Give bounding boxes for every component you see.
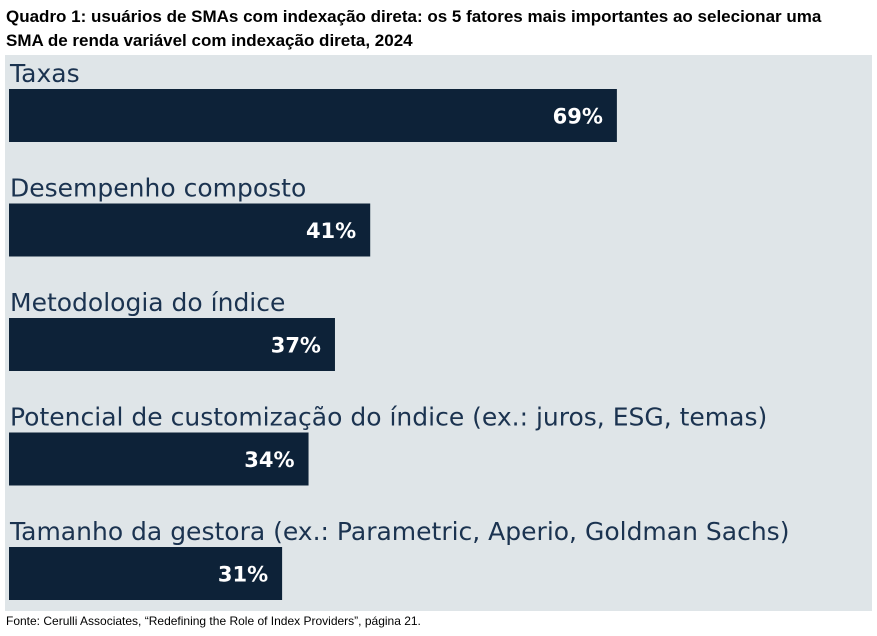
category-label: Taxas	[9, 59, 80, 88]
chart-title: Quadro 1: usuários de SMAs com indexação…	[6, 7, 822, 50]
value-label: 37%	[271, 334, 321, 358]
category-label: Desempenho composto	[10, 174, 306, 203]
bar	[9, 547, 283, 600]
category-label: Potencial de customização do índice (ex.…	[10, 403, 767, 432]
bar	[9, 203, 371, 257]
source-note: Fonte: Cerulli Associates, “Redefining t…	[6, 614, 421, 628]
bar	[9, 318, 335, 371]
category-label: Metodologia do índice	[10, 288, 285, 317]
bar	[9, 89, 617, 142]
value-label: 31%	[218, 563, 268, 587]
bar	[9, 432, 309, 486]
value-label: 41%	[306, 219, 356, 243]
category-label: Tamanho da gestora (ex.: Parametric, Ape…	[9, 517, 789, 546]
value-label: 69%	[553, 105, 603, 129]
value-label: 34%	[244, 448, 294, 472]
